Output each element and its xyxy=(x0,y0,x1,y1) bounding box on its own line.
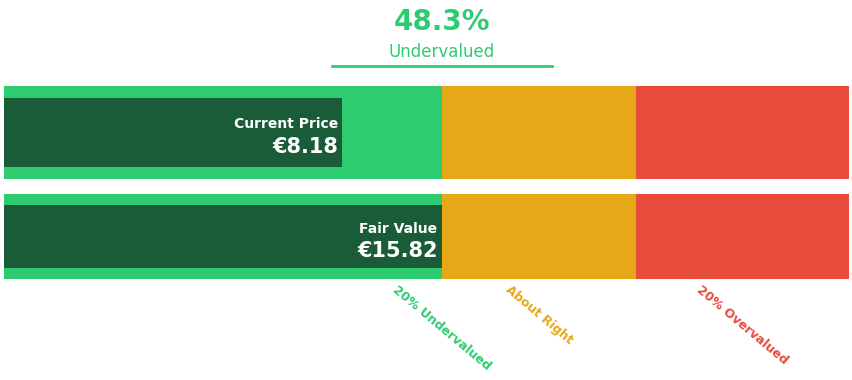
Bar xyxy=(4,194,441,279)
Text: 20% Undervalued: 20% Undervalued xyxy=(389,283,492,373)
Text: 20% Overvalued: 20% Overvalued xyxy=(694,283,790,367)
Bar xyxy=(4,98,342,166)
Text: Undervalued: Undervalued xyxy=(389,43,494,61)
Text: €8.18: €8.18 xyxy=(272,137,337,157)
Bar xyxy=(4,86,441,179)
Bar xyxy=(441,194,636,279)
Bar xyxy=(636,194,848,279)
Bar xyxy=(441,86,636,179)
Bar xyxy=(4,205,441,268)
Text: €15.82: €15.82 xyxy=(357,241,437,261)
Text: About Right: About Right xyxy=(502,283,574,347)
Bar xyxy=(636,86,848,179)
Text: 48.3%: 48.3% xyxy=(393,8,489,36)
Text: Fair Value: Fair Value xyxy=(359,222,437,236)
Text: Current Price: Current Price xyxy=(233,117,337,131)
